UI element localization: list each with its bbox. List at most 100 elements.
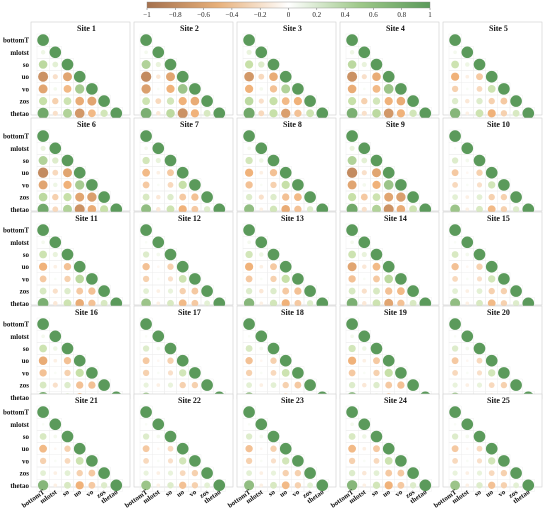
corr-circle [64,275,71,283]
corr-circle [270,193,277,201]
corr-circle [465,289,470,293]
colorbar-tick-label: −0.4 [226,11,239,19]
corr-circle [142,275,150,283]
row-label: so [23,157,30,165]
corr-circle [38,60,48,69]
matrix-cell [109,479,123,492]
corr-circle [500,482,508,489]
corr-circle [473,154,486,167]
panel-title: Site 19 [384,308,407,317]
corr-circle [465,252,470,257]
site-panel: Site 17 [133,305,234,404]
corr-circle [189,179,201,191]
corr-circle [37,130,49,142]
corr-circle [179,481,187,489]
corr-circle [453,335,457,338]
corr-circle [476,382,483,388]
corr-circle [382,354,395,367]
corr-circle [347,96,357,106]
corr-circle [346,480,358,491]
corr-circle [372,299,381,308]
corr-circle [63,85,72,93]
row-label: so [23,345,30,353]
corr-circle [282,381,289,389]
corr-circle [370,342,383,355]
corr-circle [267,154,280,167]
corr-circle [304,467,316,479]
corr-circle [500,381,508,389]
corr-circle [259,264,264,269]
panel-title: Site 24 [384,396,407,405]
site-panel: Site 19 [339,305,440,404]
corr-circle [451,157,459,164]
corr-circle [372,204,381,214]
corr-circle [282,193,290,201]
corr-circle [244,96,254,106]
corr-circle [243,224,255,236]
corr-circle [397,299,405,307]
corr-circle [167,182,174,188]
corr-circle [191,381,199,389]
corr-circle [370,154,383,167]
corr-circle [452,470,458,476]
colorbar-tick-label: −0.8 [169,11,182,19]
corr-circle [52,382,58,388]
corr-circle [282,457,290,465]
corr-circle [52,193,59,201]
column-label: uo [278,488,289,499]
colorbar-tick-label: −1 [143,11,151,19]
corr-circle [259,252,264,257]
corr-circle [179,193,187,201]
corr-circle [363,371,366,375]
panel-title: Site 4 [386,24,405,33]
corr-circle [476,445,483,452]
corr-circle [39,457,47,465]
corr-circle [304,379,316,391]
corr-circle [49,236,62,249]
corr-circle [191,287,199,295]
corr-circle [452,276,458,282]
corr-circle [306,300,314,307]
panel-title: Site 7 [180,120,199,129]
corr-circle [88,287,96,295]
corr-circle [452,458,458,464]
corr-circle [372,85,381,93]
corr-circle [485,354,498,367]
corr-circle [453,50,457,55]
corr-circle [61,248,74,261]
row-label: so [23,433,30,441]
corr-circle [512,206,520,213]
corr-circle [191,482,199,489]
corr-circle [49,142,62,155]
corr-circle [465,195,470,199]
corr-circle [203,109,211,117]
corr-circle [465,111,470,116]
row-label: bottomT [3,227,29,235]
corr-circle [395,83,407,95]
corr-circle [476,470,483,476]
column-label: vo [85,488,96,499]
corr-circle [361,61,367,68]
corr-circle [476,97,483,105]
corr-circle [156,194,161,200]
corr-circle [475,109,484,118]
corr-circle [98,467,110,479]
corr-circle [487,205,496,214]
corr-circle [53,182,58,188]
corr-circle [267,430,280,443]
corr-circle [152,236,165,249]
corr-circle [451,357,459,365]
corr-circle [246,49,252,55]
corr-circle [407,379,419,391]
corr-circle [245,457,253,465]
corr-circle [498,83,510,95]
column-label: so [370,488,380,498]
corr-circle [476,182,483,188]
corr-circle [373,470,380,476]
corr-circle [348,250,356,259]
corr-circle [347,192,357,202]
corr-circle [476,276,483,282]
corr-circle [260,359,263,362]
corr-circle [176,354,189,367]
